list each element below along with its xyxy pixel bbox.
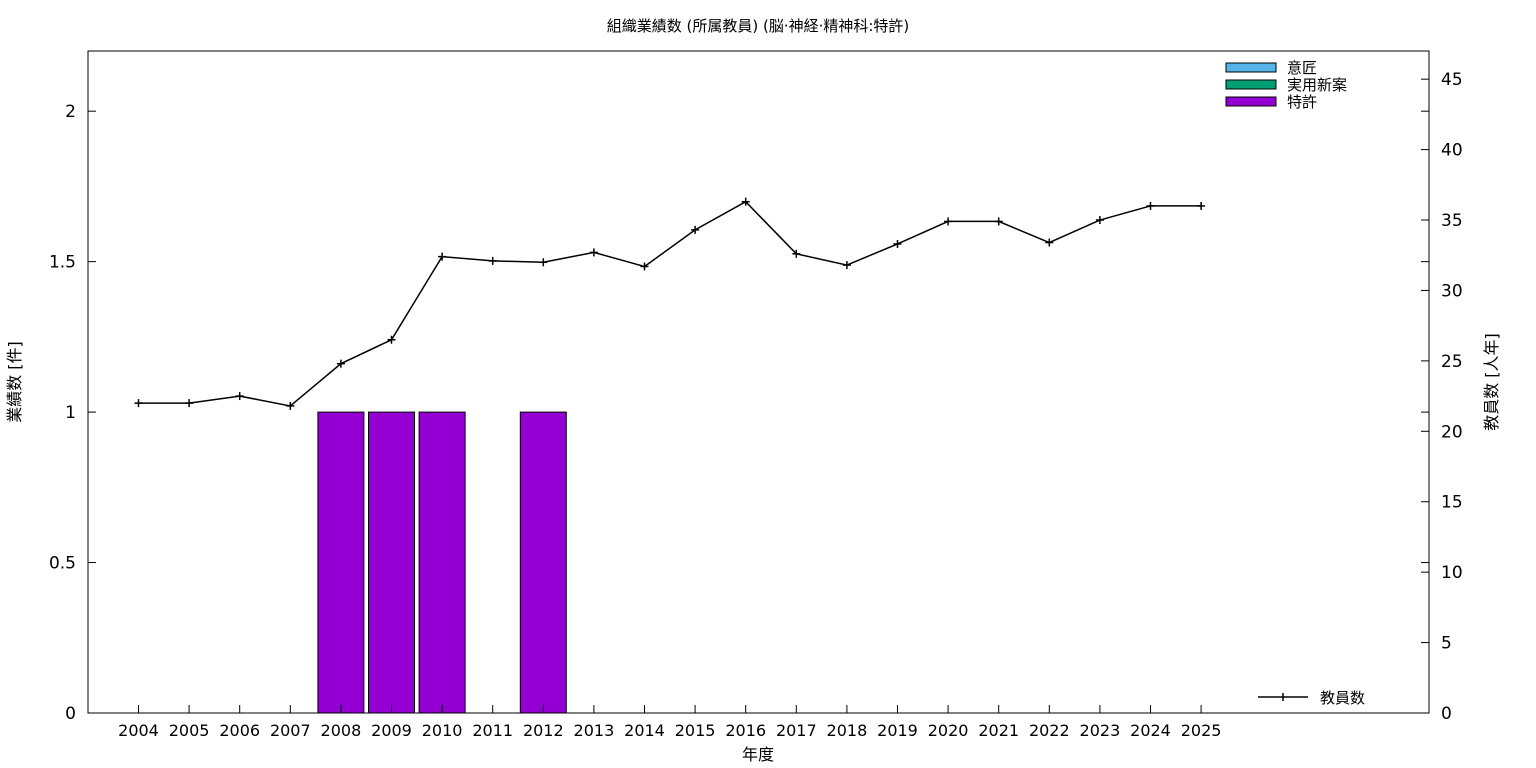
x-tick-label: 2023	[1080, 721, 1121, 740]
y2-tick-label: 15	[1441, 493, 1463, 513]
y2-tick-label: 0	[1441, 704, 1452, 724]
y-axis-label: 業績数 [件]	[5, 341, 24, 423]
y2-tick-label: 35	[1441, 211, 1463, 231]
line-point-2015	[691, 225, 700, 234]
line-point-2010	[438, 252, 447, 261]
x-tick-label: 2025	[1181, 721, 1222, 740]
x-tick-label: 2010	[422, 721, 463, 740]
legend-label-実用新案: 実用新案	[1287, 76, 1347, 94]
line-point-2025	[1197, 201, 1206, 210]
line-教員数	[138, 200, 1202, 407]
x-axis-label: 年度	[742, 745, 774, 764]
x-tick-label: 2020	[928, 721, 969, 740]
y2-tick-label: 25	[1441, 352, 1463, 372]
x-tick-label: 2011	[472, 721, 513, 740]
y-tick-label: 1	[65, 403, 76, 423]
x-tick-label: 2022	[1029, 721, 1070, 740]
legend-swatch-実用新案	[1225, 79, 1277, 90]
y-axis-left: 0 0.5 1 1.5 2	[49, 102, 1429, 724]
line-point-2008	[336, 359, 345, 368]
x-tick-label: 2013	[574, 721, 615, 740]
y-tick-label: 2	[65, 102, 76, 122]
bar-特許-2012	[519, 411, 567, 714]
line-point-2019	[893, 239, 902, 248]
legend-label-教員数: 教員数	[1320, 689, 1365, 707]
line-point-2014	[640, 262, 649, 271]
line-point-2011	[488, 256, 497, 265]
legend-label-特許: 特許	[1287, 93, 1317, 111]
x-tick-label: 2004	[118, 721, 159, 740]
legend-swatch-特許	[1225, 96, 1277, 107]
line-point-2006	[235, 392, 244, 401]
legend-swatch-意匠	[1225, 62, 1277, 73]
line-point-2007	[286, 401, 295, 410]
line-point-2022	[1045, 238, 1054, 247]
x-axis: 2004 2005 2006 2007 2008 2009 2010 2011 2012 2013…	[118, 705, 1221, 740]
y2-tick-label: 30	[1441, 281, 1463, 301]
x-tick-label: 2016	[725, 721, 766, 740]
y2-tick-label: 40	[1441, 141, 1463, 161]
y-tick-label: 1.5	[49, 253, 76, 273]
bar-特許-2008	[317, 411, 365, 714]
x-tick-label: 2017	[776, 721, 817, 740]
line-point-2021	[994, 217, 1003, 226]
y2-tick-label: 10	[1441, 563, 1463, 583]
x-tick-label: 2012	[523, 721, 564, 740]
x-tick-label: 2014	[624, 721, 665, 740]
line-point-2024	[1146, 201, 1155, 210]
x-tick-label: 2009	[371, 721, 412, 740]
x-tick-label: 2018	[827, 721, 868, 740]
x-tick-label: 2008	[321, 721, 362, 740]
y-tick-label: 0	[65, 704, 76, 724]
line-point-2016	[741, 197, 750, 206]
x-tick-label: 2021	[978, 721, 1019, 740]
line-series-layer	[134, 197, 1206, 410]
line-point-2020	[944, 217, 953, 226]
x-tick-label: 2015	[675, 721, 716, 740]
line-point-2009	[387, 335, 396, 344]
y2-tick-label: 45	[1441, 70, 1463, 90]
x-tick-label: 2006	[219, 721, 260, 740]
line-point-2012	[539, 258, 548, 267]
line-point-2017	[792, 249, 801, 258]
line-legend: 教員数	[1258, 689, 1365, 707]
bars-layer	[317, 411, 567, 714]
y2-tick-label: 20	[1441, 422, 1463, 442]
line-point-2013	[589, 248, 598, 257]
plot-frame	[87, 50, 1430, 714]
legend-label-意匠: 意匠	[1287, 59, 1317, 77]
x-tick-label: 2019	[877, 721, 918, 740]
y-axis-right: 0 5 10 15 20 25 30 35 40 45	[1421, 70, 1463, 724]
line-point-2018	[842, 261, 851, 270]
x-tick-label: 2024	[1130, 721, 1171, 740]
bar-特許-2009	[368, 411, 415, 714]
x-tick-label: 2005	[169, 721, 210, 740]
y2-tick-label: 5	[1441, 634, 1452, 654]
line-point-2005	[185, 399, 194, 408]
chart-title: 組織業績数 (所属教員) (脳·神経·精神科:特許)	[607, 17, 910, 35]
bar-特許-2010	[418, 411, 466, 714]
y-tick-label: 0.5	[49, 554, 76, 574]
y2-axis-label: 教員数 [人年]	[1482, 333, 1501, 431]
line-point-2004	[134, 399, 143, 408]
x-tick-label: 2007	[270, 721, 311, 740]
line-point-2023	[1095, 216, 1104, 225]
